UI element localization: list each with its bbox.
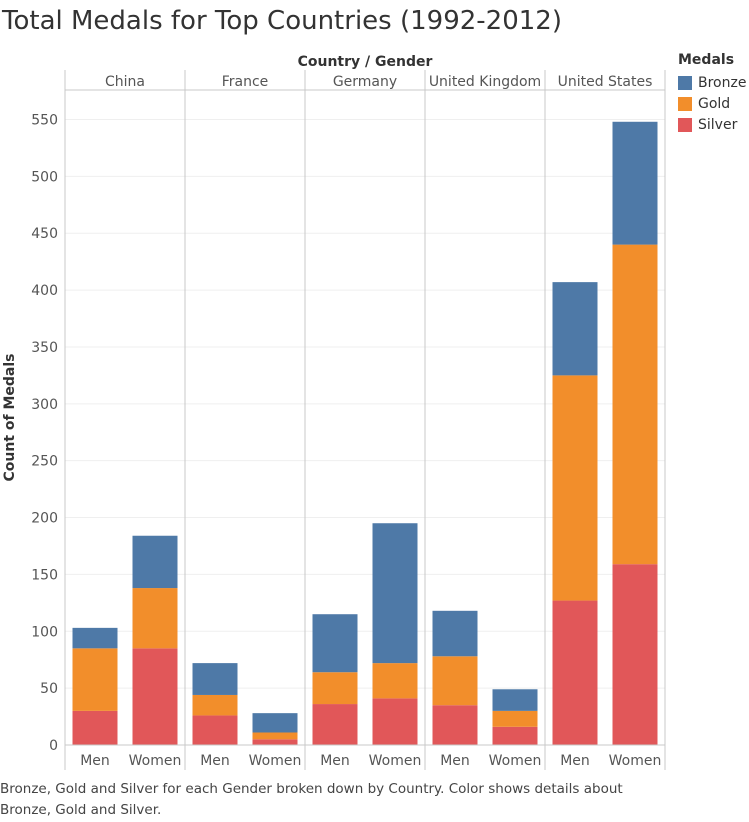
y-tick-label: 100 (31, 624, 58, 640)
bar-gold (612, 244, 658, 565)
bar-silver (192, 715, 238, 745)
bar-bronze (372, 523, 418, 664)
bar-bronze (612, 121, 658, 245)
chart-title: Total Medals for Top Countries (1992-201… (2, 6, 562, 36)
x-tick-label: Women (369, 753, 422, 769)
y-axis-label: Count of Medals (2, 353, 18, 481)
bar-silver (252, 739, 298, 745)
group-label: United States (558, 74, 653, 90)
legend-label: Gold (698, 95, 731, 112)
y-tick-label: 150 (31, 567, 58, 583)
bar-bronze (492, 689, 538, 711)
y-tick-label: 250 (31, 454, 58, 470)
bar-bronze (312, 614, 358, 673)
legend-label: Silver (698, 116, 738, 133)
bar-silver (432, 705, 478, 745)
bar-gold (132, 588, 178, 649)
bar-silver (492, 726, 538, 745)
x-tick-label: Women (489, 753, 542, 769)
bar-gold (492, 710, 538, 727)
group-label: France (222, 74, 269, 90)
bar-bronze (132, 535, 178, 589)
bar-gold (72, 648, 118, 711)
x-tick-label: Men (440, 753, 470, 769)
legend-swatch (678, 96, 692, 111)
bar-bronze (252, 713, 298, 733)
y-tick-label: 200 (31, 511, 58, 527)
bar-gold (192, 694, 238, 716)
legend-title: Medals (678, 52, 735, 68)
bar-silver (72, 710, 118, 745)
x-tick-label: Women (249, 753, 302, 769)
column-header: Country / Gender (298, 54, 433, 70)
y-tick-label: 500 (31, 169, 58, 185)
bar-bronze (192, 663, 238, 695)
group-label: China (105, 74, 145, 90)
group-label: Germany (333, 74, 397, 90)
bar-silver (312, 704, 358, 745)
bar-silver (132, 648, 178, 745)
bar-gold (552, 375, 598, 601)
legend-item-bronze[interactable]: Bronze (678, 72, 749, 93)
x-tick-label: Men (80, 753, 110, 769)
x-tick-label: Women (609, 753, 662, 769)
legend-items: Bronze Gold Silver (678, 72, 749, 135)
bar-bronze (432, 610, 478, 657)
group-label: United Kingdom (429, 74, 541, 90)
x-tick-label: Men (320, 753, 350, 769)
x-tick-label: Men (560, 753, 590, 769)
y-tick-label: 350 (31, 340, 58, 356)
legend-item-silver[interactable]: Silver (678, 114, 749, 135)
y-tick-label: 0 (49, 738, 58, 754)
bar-silver (552, 600, 598, 745)
legend-label: Bronze (698, 74, 747, 91)
bar-gold (432, 656, 478, 706)
legend-swatch (678, 75, 692, 90)
bar-gold (372, 663, 418, 699)
x-tick-label: Men (200, 753, 230, 769)
y-tick-label: 450 (31, 226, 58, 242)
y-tick-label: 550 (31, 113, 58, 129)
bar-silver (372, 698, 418, 745)
legend-swatch (678, 117, 692, 132)
legend: Medals Bronze Gold Silver (678, 52, 749, 135)
y-tick-label: 300 (31, 397, 58, 413)
y-tick-label: 400 (31, 283, 58, 299)
bar-bronze (552, 282, 598, 376)
bar-gold (252, 732, 298, 740)
x-tick-label: Women (129, 753, 182, 769)
bar-bronze (72, 627, 118, 649)
chart-caption: Bronze, Gold and Silver for each Gender … (0, 781, 623, 818)
bar-gold (312, 672, 358, 705)
bar-silver (612, 564, 658, 745)
legend-item-gold[interactable]: Gold (678, 93, 749, 114)
y-tick-label: 50 (40, 681, 58, 697)
